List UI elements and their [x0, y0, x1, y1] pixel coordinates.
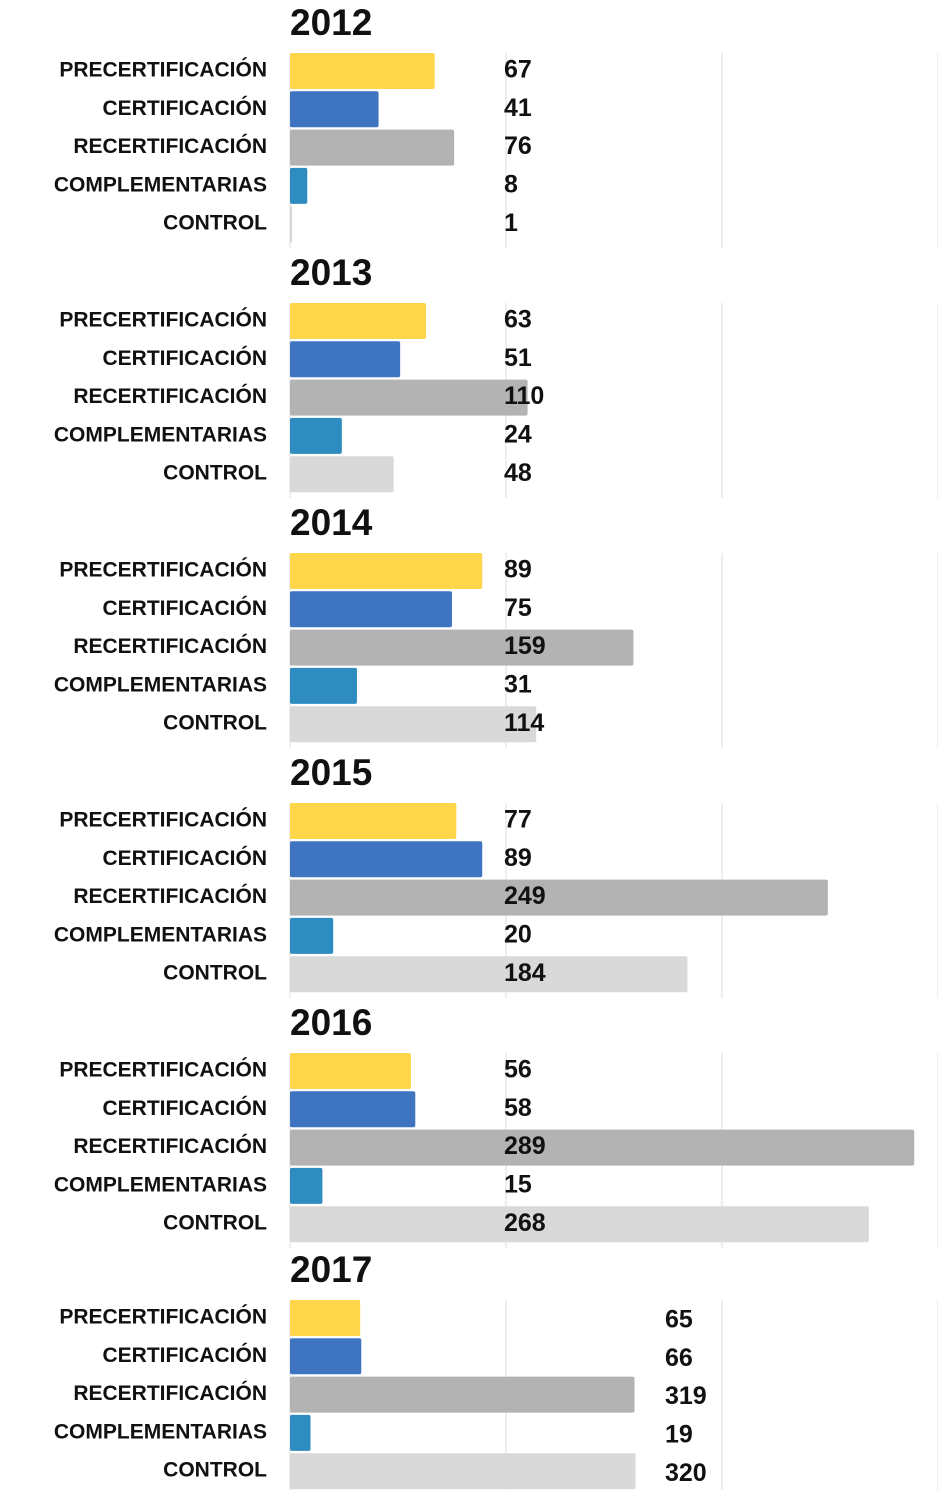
category-label: RECERTIFICACIÓN	[73, 134, 267, 158]
bar	[290, 417, 342, 454]
bar	[290, 879, 828, 916]
category-label: COMPLEMENTARIAS	[54, 1420, 267, 1443]
bar	[290, 1300, 361, 1336]
value-label: 319	[665, 1382, 707, 1410]
category-label: CERTIFICACIÓN	[103, 1096, 268, 1120]
chart-title: 2015	[290, 752, 372, 793]
category-label: CERTIFICACIÓN	[103, 96, 268, 120]
bar	[290, 91, 379, 128]
value-label: 56	[504, 1056, 532, 1084]
bar	[290, 379, 528, 416]
value-label: 89	[504, 844, 532, 872]
value-label: 58	[504, 1094, 532, 1122]
value-label: 63	[504, 306, 532, 334]
category-label: CONTROL	[163, 462, 267, 485]
category-label: CONTROL	[163, 1459, 267, 1482]
value-label: 268	[504, 1209, 546, 1237]
bar	[290, 706, 537, 743]
category-label: COMPLEMENTARIAS	[54, 173, 267, 196]
category-label: COMPLEMENTARIAS	[54, 673, 267, 696]
category-label: PRECERTIFICACIÓN	[59, 308, 267, 332]
value-label: 24	[504, 421, 532, 449]
bar	[290, 167, 308, 204]
value-label: 76	[504, 132, 532, 160]
category-label: RECERTIFICACIÓN	[73, 634, 267, 658]
bar	[290, 841, 483, 878]
value-label: 65	[665, 1306, 693, 1334]
chart-title: 2012	[290, 2, 372, 43]
bar	[290, 956, 688, 993]
bar	[290, 629, 634, 666]
value-label: 1	[504, 209, 518, 237]
bar	[290, 591, 452, 628]
category-label: COMPLEMENTARIAS	[54, 1173, 267, 1196]
value-label: 51	[504, 344, 532, 372]
chart-title: 2013	[290, 252, 372, 293]
bar	[290, 341, 401, 378]
value-label: 184	[504, 959, 546, 987]
value-label: 320	[665, 1459, 707, 1487]
chart-title: 2014	[290, 502, 373, 543]
category-label: PRECERTIFICACIÓN	[59, 58, 267, 82]
value-label: 249	[504, 882, 546, 910]
value-label: 66	[665, 1344, 693, 1372]
category-label: RECERTIFICACIÓN	[73, 384, 267, 408]
category-label: CERTIFICACIÓN	[103, 596, 268, 620]
category-label: PRECERTIFICACIÓN	[59, 808, 267, 832]
category-label: CONTROL	[163, 712, 267, 735]
value-label: 114	[504, 709, 544, 737]
chart-title: 2017	[290, 1249, 372, 1290]
bar	[290, 667, 357, 704]
category-label: CONTROL	[163, 212, 267, 235]
bar	[290, 553, 483, 589]
bar	[290, 1338, 362, 1375]
bar	[290, 1414, 311, 1451]
value-label: 89	[504, 556, 532, 584]
category-label: CERTIFICACIÓN	[103, 846, 268, 870]
value-label: 77	[504, 806, 532, 834]
bar	[290, 1091, 416, 1128]
bar	[290, 1167, 323, 1204]
bar	[290, 917, 334, 954]
category-label: RECERTIFICACIÓN	[73, 1381, 267, 1405]
bar	[290, 803, 457, 839]
category-label: PRECERTIFICACIÓN	[59, 1058, 267, 1082]
category-label: COMPLEMENTARIAS	[54, 423, 267, 446]
category-label: CONTROL	[163, 962, 267, 985]
value-label: 67	[504, 56, 532, 84]
bar	[290, 1376, 635, 1413]
category-label: COMPLEMENTARIAS	[54, 923, 267, 946]
category-label: CERTIFICACIÓN	[103, 1343, 268, 1367]
value-label: 31	[504, 671, 532, 699]
category-label: RECERTIFICACIÓN	[73, 1134, 267, 1158]
bar	[290, 456, 394, 493]
category-label: RECERTIFICACIÓN	[73, 884, 267, 908]
value-label: 48	[504, 459, 532, 487]
category-label: CONTROL	[163, 1212, 267, 1235]
bar	[290, 206, 293, 243]
bar	[290, 1206, 869, 1243]
value-label: 15	[504, 1171, 532, 1199]
value-label: 110	[504, 382, 544, 410]
value-label: 159	[504, 632, 546, 660]
chart-title: 2016	[290, 1002, 372, 1043]
bar	[290, 303, 427, 339]
category-label: PRECERTIFICACIÓN	[59, 558, 267, 582]
bar	[290, 1453, 636, 1490]
bar	[290, 1053, 411, 1089]
value-label: 20	[504, 921, 532, 949]
category-label: CERTIFICACIÓN	[103, 346, 268, 370]
bar	[290, 53, 435, 89]
value-label: 19	[665, 1421, 693, 1449]
bar	[290, 129, 455, 166]
bar	[290, 1129, 915, 1166]
value-label: 41	[504, 94, 532, 122]
value-label: 75	[504, 594, 532, 622]
category-label: PRECERTIFICACIÓN	[59, 1305, 267, 1329]
value-label: 8	[504, 171, 518, 199]
value-label: 289	[504, 1132, 546, 1160]
